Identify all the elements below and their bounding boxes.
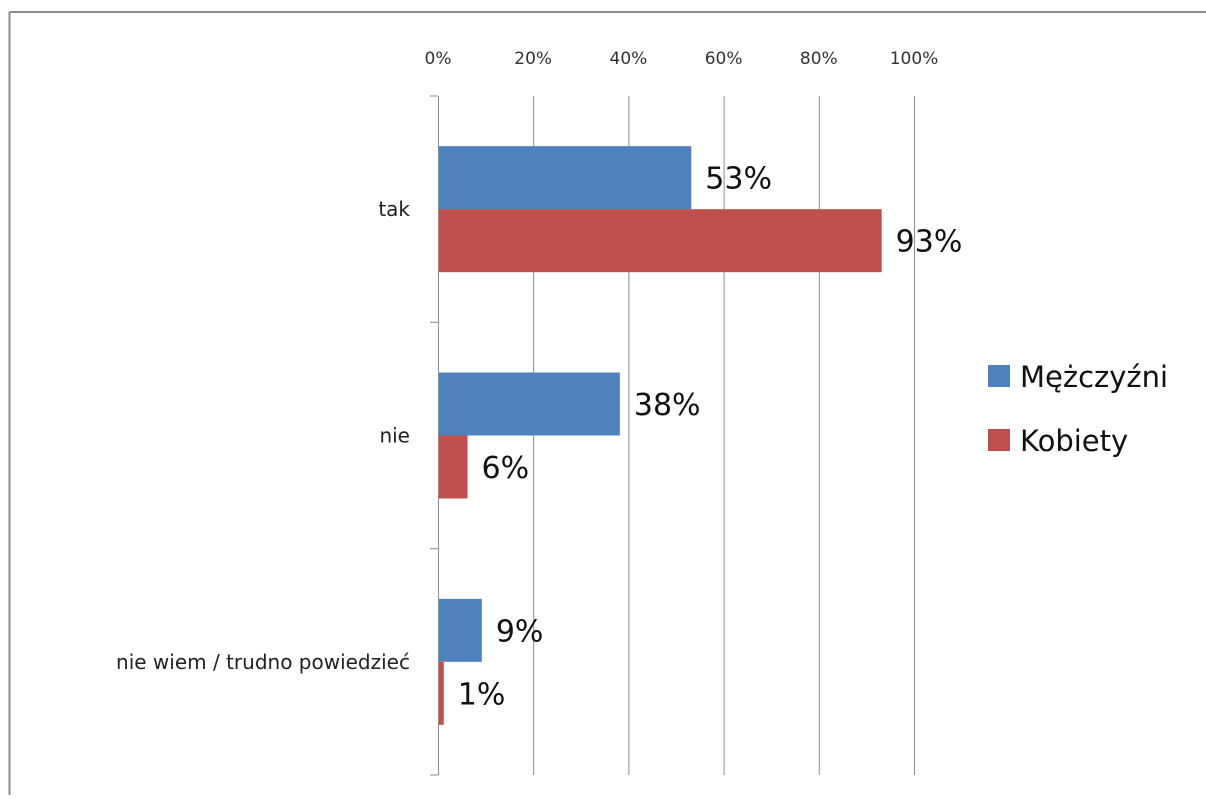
category-label-1: nie bbox=[379, 424, 410, 448]
data-label-kobiety-0: 93% bbox=[896, 225, 963, 260]
x-tick-label-80: 80% bbox=[800, 49, 838, 69]
data-label-mezczyzni-2: 9% bbox=[496, 614, 544, 649]
category-label-2: nie wiem / trudno powiedzieć bbox=[116, 650, 410, 674]
bar-kobiety-0 bbox=[439, 209, 882, 273]
x-tick-label-20: 20% bbox=[514, 49, 552, 69]
legend-label-1: Kobiety bbox=[1020, 424, 1128, 458]
data-label-mezczyzni-0: 53% bbox=[705, 162, 772, 197]
legend-swatch-0 bbox=[988, 365, 1010, 387]
x-tick-label-40: 40% bbox=[610, 49, 648, 69]
data-label-kobiety-1: 6% bbox=[482, 451, 530, 486]
data-label-mezczyzni-1: 38% bbox=[634, 388, 701, 423]
legend-label-0: Mężczyźni bbox=[1020, 360, 1168, 394]
bar-mezczyzni-2 bbox=[439, 598, 482, 662]
bar-kobiety-2 bbox=[439, 661, 444, 725]
x-tick-label-60: 60% bbox=[705, 49, 743, 69]
category-label-0: tak bbox=[378, 197, 410, 221]
data-label-kobiety-2: 1% bbox=[458, 677, 506, 712]
bar-kobiety-1 bbox=[439, 435, 468, 499]
bar-mezczyzni-0 bbox=[439, 146, 692, 210]
x-tick-label-100: 100% bbox=[890, 49, 939, 69]
x-tick-label-0: 0% bbox=[425, 49, 452, 69]
bar-mezczyzni-1 bbox=[439, 372, 620, 436]
legend-swatch-1 bbox=[988, 429, 1010, 451]
